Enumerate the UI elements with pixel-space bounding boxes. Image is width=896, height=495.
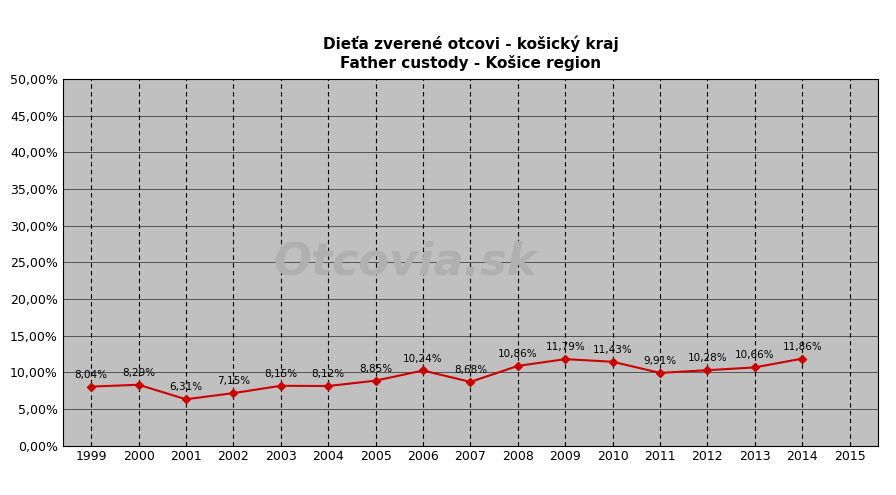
- Text: 8,85%: 8,85%: [359, 364, 392, 374]
- Text: 7,15%: 7,15%: [217, 376, 250, 386]
- Text: 10,28%: 10,28%: [687, 353, 728, 363]
- Text: 8,12%: 8,12%: [312, 369, 345, 379]
- Text: 8,68%: 8,68%: [454, 365, 487, 375]
- Text: 8,04%: 8,04%: [74, 370, 108, 380]
- Text: 11,79%: 11,79%: [546, 342, 585, 352]
- Text: 9,91%: 9,91%: [643, 356, 676, 366]
- Text: Otcovia.sk: Otcovia.sk: [273, 241, 537, 284]
- Text: 11,43%: 11,43%: [593, 345, 633, 355]
- Text: 8,15%: 8,15%: [264, 369, 297, 379]
- Title: Dieťa zverené otcovi - košický kraj
Father custody - Košice region: Dieťa zverené otcovi - košický kraj Fath…: [323, 36, 618, 71]
- Text: 10,86%: 10,86%: [498, 349, 538, 359]
- Text: 6,31%: 6,31%: [169, 382, 202, 393]
- Text: 11,86%: 11,86%: [782, 342, 823, 351]
- Text: 10,66%: 10,66%: [735, 350, 775, 360]
- Text: 8,29%: 8,29%: [122, 368, 155, 378]
- Text: 10,24%: 10,24%: [403, 353, 443, 363]
